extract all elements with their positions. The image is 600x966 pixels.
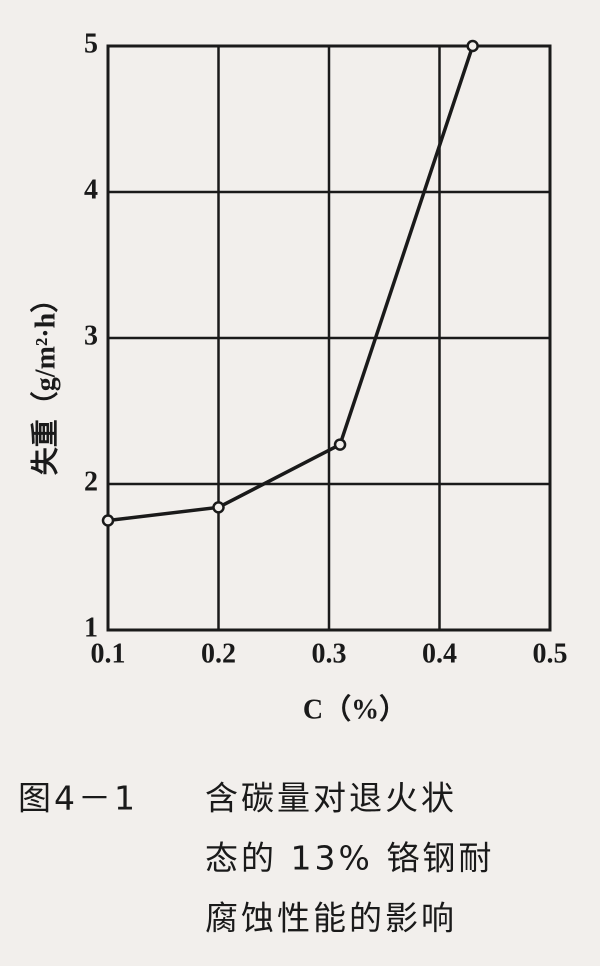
y-tick-label: 3: [84, 320, 98, 351]
data-line: [107, 45, 475, 523]
caption-line: 腐蚀性能的影响: [205, 899, 457, 938]
data-point: [101, 514, 115, 527]
y-axis-label: 失重（g/m²·h）: [28, 285, 61, 475]
caption-number: 图4－1: [18, 779, 138, 818]
data-point: [212, 501, 225, 514]
x-tick-label: 0.3: [312, 638, 347, 669]
x-tick-label: 0.1: [91, 638, 126, 669]
y-tick-label: 1: [84, 612, 98, 643]
x-tick-label: 0.4: [422, 638, 457, 669]
y-tick-label: 4: [84, 174, 98, 205]
x-axis-label: C（%）: [303, 692, 407, 725]
data-point: [333, 438, 347, 451]
x-tick-label: 0.2: [201, 638, 236, 669]
x-tick-label: 0.5: [533, 638, 568, 669]
caption-line: 含碳量对退火状: [205, 779, 457, 818]
y-tick-label: 5: [84, 28, 98, 59]
caption-line: 态的 13% 铬钢耐: [205, 839, 494, 878]
y-tick-label: 2: [84, 466, 98, 497]
data-point: [466, 39, 479, 53]
